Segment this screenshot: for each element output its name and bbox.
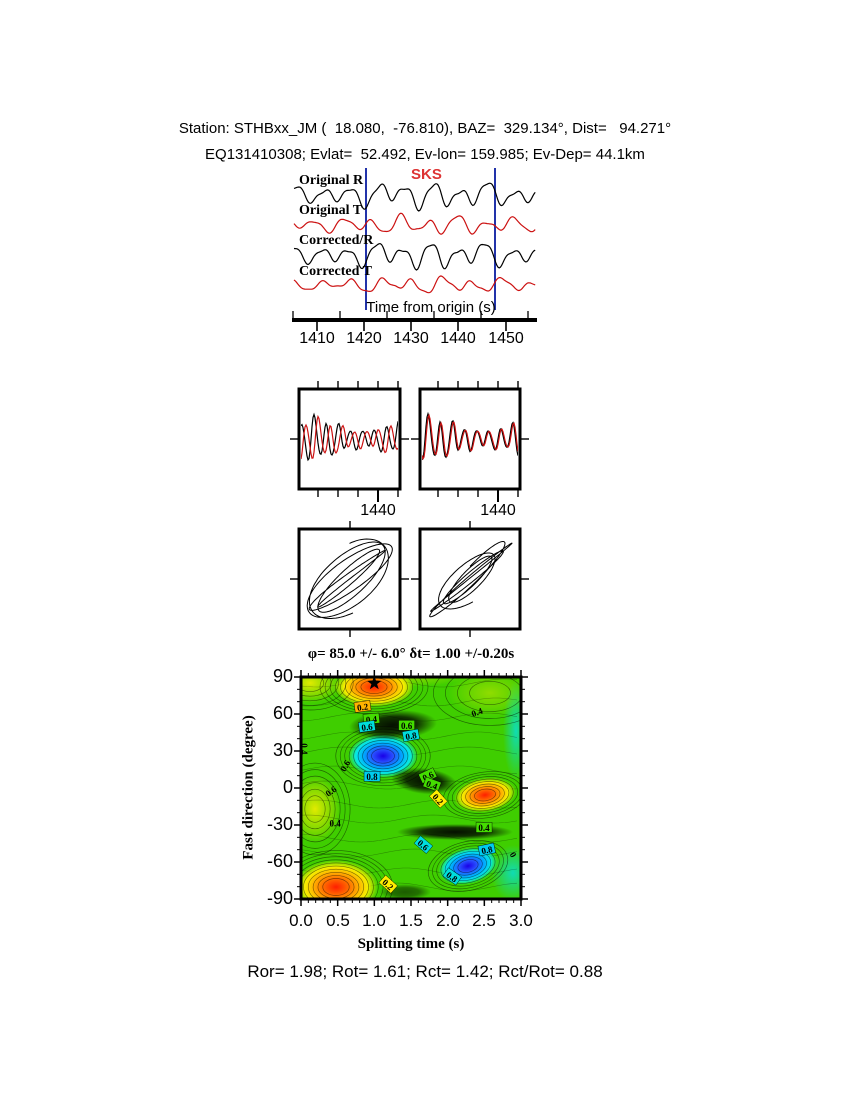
phase-label-sks: SKS: [411, 166, 442, 183]
splitting-error-contour-plot: 0.20.40.6 0.60.80.8 0.60.40.20.40.6 0.80.80…: [294, 670, 528, 906]
xtick-20: 2.0: [436, 911, 460, 930]
ytick-0: 0: [282, 777, 293, 797]
ytick-m60: -60: [266, 851, 293, 871]
svg-text:0.6: 0.6: [401, 721, 413, 731]
time-tick-1450: 1450: [488, 330, 524, 347]
time-axis-label: Time from origin (s): [366, 299, 496, 316]
xtick-30: 3.0: [509, 911, 533, 930]
best-fit-star: [367, 675, 382, 690]
contour-xlabel: Splitting time (s): [357, 936, 465, 952]
overlay-box-border: [297, 387, 402, 491]
svg-text:0.4: 0.4: [329, 818, 341, 828]
svg-text:0.2: 0.2: [356, 701, 369, 713]
svg-text:0.4: 0.4: [365, 714, 378, 725]
particle-motion-original-plot: [290, 521, 409, 637]
seismogram-trace: [293, 182, 536, 212]
xtick-0: 0.0: [289, 911, 313, 930]
svg-text:0: 0: [508, 850, 519, 859]
time-tick-1410: 1410: [299, 330, 335, 347]
svg-text:0.8: 0.8: [480, 844, 494, 856]
xtick-05: 0.5: [326, 911, 350, 930]
ytick-60: 60: [272, 703, 293, 723]
xtick-25: 2.5: [472, 911, 496, 930]
svg-text:0.6: 0.6: [361, 721, 374, 733]
event-header-line: EQ131410308; Evlat= 52.492, Ev-lon= 159.…: [205, 146, 645, 163]
ytick-90: 90: [272, 666, 293, 686]
time-tick-1440: 1440: [440, 330, 476, 347]
xtick-10: 1.0: [362, 911, 386, 930]
trace-label-original-r: Original R: [299, 173, 364, 188]
station-header-line: Station: STHBxx_JM ( 18.080, -76.810), B…: [178, 120, 672, 137]
seismogram-trace: [293, 275, 536, 294]
waveform-overlay-corrected-plot: [411, 381, 529, 502]
time-tick-1420: 1420: [346, 330, 382, 347]
results-line: Ror= 1.98; Rot= 1.61; Rct= 1.42; Rct/Rot…: [247, 962, 603, 981]
particle-motion-curve: [306, 538, 393, 619]
particle-motion-corrected-plot: [411, 521, 529, 637]
seismogram-trace: [293, 212, 536, 235]
trace-label-corrected-t: Corrected T: [299, 264, 372, 279]
svg-text:0.4: 0.4: [470, 705, 484, 718]
overlay-waveforms: [301, 412, 398, 462]
svg-text:0.8: 0.8: [366, 772, 378, 782]
seismogram-trace: [293, 243, 536, 271]
overlay-box-border: [418, 387, 522, 491]
waveform-overlay-original-plot: [290, 381, 409, 502]
ytick-m90: -90: [266, 888, 293, 908]
time-tick-1430: 1430: [393, 330, 429, 347]
overlay-tick-right: 1440: [480, 502, 516, 519]
contour-field: [301, 677, 521, 899]
ytick-30: 30: [272, 740, 293, 760]
trace-label-original-t: Original T: [299, 203, 363, 218]
overlay-waveforms: [422, 411, 518, 461]
particle-box-border: [297, 527, 402, 631]
ytick-m30: -30: [266, 814, 293, 834]
trace-label-corrected-r: Corrected/R: [299, 233, 374, 248]
svg-text:0.8: 0.8: [405, 730, 418, 742]
overlay-tick-left: 1440: [360, 502, 396, 519]
contour-title: φ= 85.0 +/- 6.0° δt= 1.00 +/-0.20s: [307, 646, 515, 662]
svg-text:0.4: 0.4: [478, 823, 490, 833]
svg-text:0.4: 0.4: [425, 778, 439, 791]
svg-text:0.4: 0.4: [299, 743, 309, 755]
seismogram-plot: [292, 168, 537, 331]
xtick-15: 1.5: [399, 911, 423, 930]
particle-box-border: [418, 527, 522, 631]
particle-motion-curve: [429, 541, 513, 618]
